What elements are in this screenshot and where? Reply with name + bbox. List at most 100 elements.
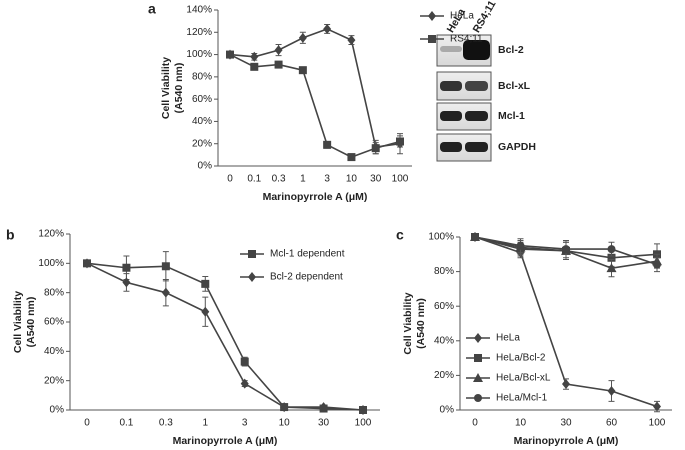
y-tick-label: 20% [192, 138, 212, 149]
y-tick-label: 100% [186, 49, 212, 60]
x-tick-label: 1 [300, 174, 306, 185]
x-axis-title: Marinopyrrole A (μM) [173, 435, 278, 447]
marker [474, 333, 482, 343]
y-axis-title: Cell Viability [402, 292, 414, 354]
marker [473, 373, 483, 382]
protein-label: Mcl-1 [498, 110, 525, 122]
marker [323, 140, 332, 149]
y-tick-label: 0% [50, 405, 65, 416]
x-tick-label: 100 [649, 418, 666, 429]
marker [396, 137, 404, 146]
marker [274, 60, 283, 69]
y-tick-label: 0% [440, 405, 455, 416]
marker [474, 354, 482, 362]
x-tick-label: 0.1 [119, 418, 133, 429]
y-tick-label: 80% [192, 71, 212, 82]
marker [653, 401, 661, 412]
marker [607, 385, 616, 396]
x-tick-label: 100 [392, 174, 409, 185]
marker [122, 277, 131, 288]
plot: 0% 20% 40% 60% 80% 100% 0 10 30 60 100 Marinopyrrol… [402, 232, 672, 447]
y-tick-label: 40% [434, 335, 454, 346]
marker [226, 50, 234, 59]
marker [562, 245, 570, 254]
marker [161, 262, 170, 271]
panel-letter: c [396, 227, 404, 243]
marker [347, 153, 356, 162]
marker [298, 32, 307, 43]
y-tick-label: 120% [38, 229, 64, 240]
y-axis-title: (A540 nm) [415, 298, 427, 349]
x-axis-title: Marinopyrrole A (μM) [514, 435, 619, 447]
legend-label: HeLa [450, 11, 474, 22]
x-tick-label: 0.3 [159, 418, 173, 429]
legend-label: Bcl-2 dependent [270, 272, 343, 283]
x-tick-label: 0 [84, 418, 90, 429]
marker [371, 144, 380, 153]
x-tick-label: 10 [346, 174, 358, 185]
legend-label: Mcl-1 dependent [270, 249, 345, 260]
legend-label: HeLa/Mcl-1 [496, 393, 548, 404]
marker [428, 11, 436, 21]
x-axis-title: Marinopyrrole A (μM) [263, 191, 368, 203]
y-axis-title: Cell Viability [160, 57, 172, 119]
marker [516, 241, 525, 250]
marker [471, 233, 479, 241]
y-tick-label: 40% [192, 116, 212, 127]
series-line [229, 53, 401, 158]
marker [201, 279, 210, 288]
y-tick-label: 20% [44, 375, 64, 386]
plot: 0% 20% 40% 60% 80% 100% 120% 140% 0 0.1 0.3 1 3 10 30 1… [160, 5, 483, 203]
marker [359, 405, 367, 415]
band [440, 81, 462, 91]
band [465, 81, 488, 91]
panel-letter: b [6, 227, 15, 243]
marker [474, 394, 482, 402]
marker [319, 402, 328, 413]
x-tick-label: 3 [242, 418, 248, 429]
y-axis-title: Cell Viability [12, 291, 24, 353]
legend-label: HeLa [496, 333, 520, 344]
marker [298, 66, 307, 75]
series-line [229, 28, 401, 148]
lane-label: RS4;11 [471, 0, 499, 35]
y-axis-title: (A540 nm) [25, 297, 37, 348]
legend-label: HeLa/Bcl-xL [496, 373, 551, 384]
marker [240, 357, 249, 366]
y-tick-label: 120% [186, 27, 212, 38]
marker [323, 23, 332, 34]
x-tick-label: 10 [279, 418, 291, 429]
y-tick-label: 80% [434, 266, 454, 277]
series-line [86, 262, 364, 411]
marker [428, 35, 436, 43]
x-tick-label: 0.1 [247, 174, 261, 185]
y-tick-label: 60% [44, 317, 64, 328]
protein-label: Bcl-2 [498, 44, 524, 56]
marker [248, 272, 256, 282]
series-line [86, 262, 364, 411]
plot: 0% 20% 40% 60% 80% 100% 120% 0 0.1 0.3 1 3 10 30 100 Ma… [12, 229, 380, 447]
x-tick-label: 0.3 [272, 174, 286, 185]
band [465, 142, 488, 152]
marker [201, 306, 210, 317]
y-tick-label: 20% [434, 370, 454, 381]
marker [347, 35, 356, 46]
x-tick-label: 100 [355, 418, 372, 429]
marker [562, 379, 570, 390]
marker [653, 260, 661, 269]
band [465, 111, 488, 121]
marker [83, 258, 91, 269]
marker [280, 402, 289, 413]
protein-label: GAPDH [498, 141, 536, 153]
x-tick-label: 1 [203, 418, 209, 429]
band [463, 40, 490, 60]
band [440, 111, 462, 121]
marker [122, 263, 131, 272]
x-tick-label: 60 [606, 418, 618, 429]
y-axis-title: (A540 nm) [173, 63, 185, 114]
protein-label: Bcl-xL [498, 80, 531, 92]
western-blot: HeLa RS4;11 Bcl-2 Bcl-xL Mcl-1 GAPDH [436, 0, 536, 162]
band [440, 142, 462, 152]
marker [161, 287, 170, 298]
